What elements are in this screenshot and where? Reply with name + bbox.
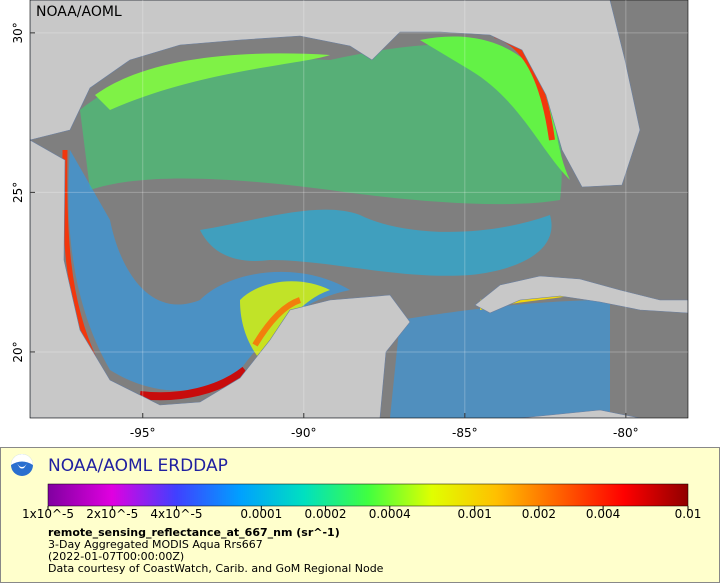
y-tick-label: 25° (11, 182, 25, 203)
colorbar-ticks: 1x10^-5 2x10^-5 4x10^-5 0.0001 0.0002 0.0004 0… (22, 506, 701, 521)
dataset: 3-Day Aggregated MODIS Aqua Rrs667 (48, 538, 263, 551)
colorbar-tick-label: 2x10^-5 (86, 507, 138, 521)
y-tick-label: 30° (11, 22, 25, 43)
x-tick-label: -85° (452, 426, 478, 440)
watermark: NOAA/AOML (36, 4, 122, 20)
colorbar-tick-label: 0.004 (586, 507, 620, 521)
colorbar-tick-label: 0.0004 (369, 507, 411, 521)
colorbar-tick-label: 0.0001 (240, 507, 282, 521)
colorbar-tick-label: 1x10^-5 (22, 507, 74, 521)
land (30, 0, 688, 418)
colorbar-tick-label: 4x10^-5 (150, 507, 202, 521)
axes: -95° -90° -85° -80° 20° 25° 30° (11, 0, 689, 440)
x-tick-label: -95° (130, 426, 156, 440)
noaa-logo (11, 454, 33, 476)
y-tick-label: 20° (11, 341, 25, 362)
time: (2022-01-07T00:00:00Z) (48, 550, 184, 563)
colorbar (47, 483, 689, 507)
legend-panel (0, 447, 720, 583)
credit: Data courtesy of CoastWatch, Carib. and … (48, 562, 384, 575)
colorbar-tick-label: 0.01 (675, 507, 702, 521)
x-tick-label: -80° (613, 426, 639, 440)
map-frame (29, 0, 689, 419)
legend-title: NOAA/AOML ERDDAP (48, 456, 228, 476)
x-tick-label: -90° (291, 426, 317, 440)
colorbar-tick-label: 0.002 (522, 507, 556, 521)
colorbar-tick-label: 0.001 (457, 507, 491, 521)
colorbar-tick-label: 0.0002 (305, 507, 347, 521)
map: NOAA/AOML (30, 0, 688, 418)
variable: remote_sensing_reflectance_at_667_nm (sr… (48, 526, 340, 539)
